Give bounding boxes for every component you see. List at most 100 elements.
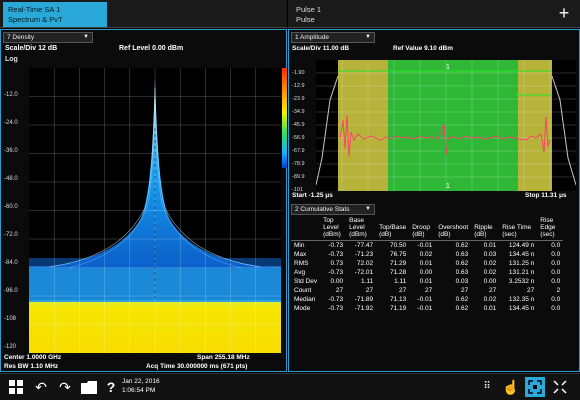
redo-icon[interactable]: ↷ (59, 379, 71, 395)
pulse-ref-value-label: Ref Value 9.10 dBm (393, 45, 453, 52)
table-cell: -0.73 (328, 251, 344, 258)
tab-pulse[interactable]: Pulse 1 Pulse (291, 2, 391, 27)
table-cell: 27 (425, 287, 433, 294)
pulse-trace-dropdown[interactable]: 1 Amplitude ▼ (291, 32, 375, 43)
fullscreen-icon[interactable] (550, 377, 570, 397)
pulse-window[interactable]: 1 Amplitude ▼ Scale/Div 11.00 dB Ref Val… (288, 29, 580, 372)
column-header (291, 217, 321, 241)
table-row: Max -0.73 -71.23 76.75 0.02 0.63 0.03 134.45 n 0… (291, 250, 563, 259)
table-cell: 27 (399, 287, 407, 294)
density-plot-graphic (29, 68, 281, 353)
table-cell: 134.45 n (508, 251, 535, 258)
cumulative-stats-table[interactable]: Top Level (dBm) Base Level (dBm) Top/Bas… (291, 217, 579, 371)
table-cell: 132.35 n (508, 296, 535, 303)
table-cell: 71.19 (389, 305, 407, 312)
y-tick: -108 (4, 316, 17, 322)
table-cell: 0.00 (419, 269, 433, 276)
windows-start-icon[interactable] (6, 377, 26, 397)
table-cell: 1.11 (360, 278, 374, 285)
table-header-row: Top Level (dBm) Base Level (dBm) Top/Bas… (291, 217, 564, 241)
table-cell: 0.0 (551, 251, 561, 258)
table-cell: 131.21 n (508, 269, 535, 276)
density-color-scale (282, 68, 287, 168)
table-cell: 1.11 (394, 278, 407, 285)
y-tick: -23.9 (292, 96, 305, 102)
chevron-down-icon: ▼ (365, 206, 371, 212)
row-header: RMS (294, 260, 309, 267)
grid-icon[interactable]: ⠿ (483, 381, 491, 392)
touch-icon[interactable]: ☝ (502, 379, 520, 395)
table-cell: -71.23 (354, 251, 374, 258)
column-header: Top Level (dBm) (320, 217, 347, 241)
table-cell: 27 (489, 287, 497, 294)
table-cell: 27 (527, 287, 535, 294)
table-cell: -0.73 (328, 242, 344, 249)
row-header: Std Dev (294, 278, 318, 285)
y-tick: -120 (4, 344, 17, 350)
tab-pulse-title: Pulse 1 (296, 5, 322, 14)
tab-real-time-sa[interactable]: Real-Time SA 1 Spectrum & PvT (3, 2, 107, 27)
y-tick: -67.9 (292, 148, 305, 154)
y-tick: -72.0 (4, 232, 18, 238)
folder-icon[interactable] (79, 377, 99, 397)
stats-dropdown-value: 2 Cumulative Stats (295, 206, 350, 213)
pulse-start-label: Start -1.25 μs (292, 192, 333, 199)
pulse-plot-graphic: 1 1 (316, 60, 576, 191)
time-label: 1:06:54 PM (122, 387, 156, 394)
y-tick: -36.0 (4, 148, 18, 154)
row-header: Min (294, 242, 305, 249)
density-plot[interactable] (29, 68, 281, 353)
y-tick: -56.9 (292, 135, 305, 141)
column-header: Rise Edge (sec) (537, 217, 564, 241)
y-tick: -12.0 (4, 92, 18, 98)
row-header: Mode (294, 305, 311, 312)
table-cell: 0.0 (551, 242, 561, 249)
scale-type-label: Log (5, 56, 18, 63)
span-label: Span 255.18 MHz (197, 354, 250, 361)
date-time: Jan 22, 2016 1:06:54 PM (122, 377, 160, 395)
table-row: Median -0.73 -71.89 71.13 -0.01 0.62 0.02 132.3… (291, 295, 563, 304)
trace-dropdown[interactable]: 7 Density ▼ (3, 32, 93, 43)
table-cell: 0.00 (483, 278, 497, 285)
stats-dropdown[interactable]: 2 Cumulative Stats ▼ (291, 204, 375, 215)
chevron-down-icon: ▼ (365, 34, 371, 40)
y-tick: -45.9 (292, 122, 305, 128)
pulse-marker-bottom: 1 (446, 183, 450, 190)
pulse-marker-top: 1 (446, 64, 450, 71)
trace-dropdown-value: 7 Density (7, 34, 35, 41)
table-cell: 0.02 (483, 260, 497, 267)
table-cell: 124.49 n (508, 242, 535, 249)
table-cell: 27 (461, 287, 469, 294)
zoom-fit-icon[interactable] (525, 377, 545, 397)
density-spectrum-window[interactable]: 7 Density ▼ Scale/Div 12 dB Ref Level 0.… (0, 29, 287, 372)
table-row: Count 27 27 27 27 27 27 27 2 (291, 286, 563, 295)
peak-contour (48, 87, 156, 268)
table-cell: 0.63 (455, 269, 469, 276)
table-row: Avg -0.73 -72.01 71.28 0.00 0.63 0.02 131.21 n 0… (291, 268, 563, 277)
table-cell: 27 (335, 287, 344, 294)
table-cell: 71.28 (389, 269, 407, 276)
table-cell: -0.73 (328, 296, 344, 303)
undo-icon[interactable]: ↶ (35, 379, 47, 395)
y-tick: -96.0 (4, 288, 18, 294)
table-cell: 0.01 (483, 242, 497, 249)
table-cell: 0.02 (419, 251, 433, 258)
table-cell: 0.62 (455, 260, 469, 267)
table-cell: 0.62 (455, 305, 469, 312)
acq-time-label: Acq Time 30.000000 ms (671 pts) (146, 363, 248, 370)
table-cell: 0.0 (551, 305, 561, 312)
y-tick: -48.0 (4, 176, 18, 182)
add-window-button[interactable]: + (558, 3, 570, 23)
y-tick: -12.9 (292, 83, 305, 89)
help-icon[interactable]: ? (106, 379, 116, 395)
rise-edge-region (338, 60, 388, 191)
pulse-grid (316, 60, 576, 191)
table-cell: 0.62 (455, 242, 469, 249)
pulse-plot[interactable]: 1 1 (316, 60, 576, 191)
scale-div-label: Scale/Div 12 dB (5, 45, 58, 52)
table-cell: 0.03 (455, 278, 469, 285)
table-cell: 0.01 (483, 305, 497, 312)
row-header: Max (294, 251, 307, 258)
date-label: Jan 22, 2016 (122, 378, 160, 385)
table-cell: -71.92 (354, 305, 374, 312)
